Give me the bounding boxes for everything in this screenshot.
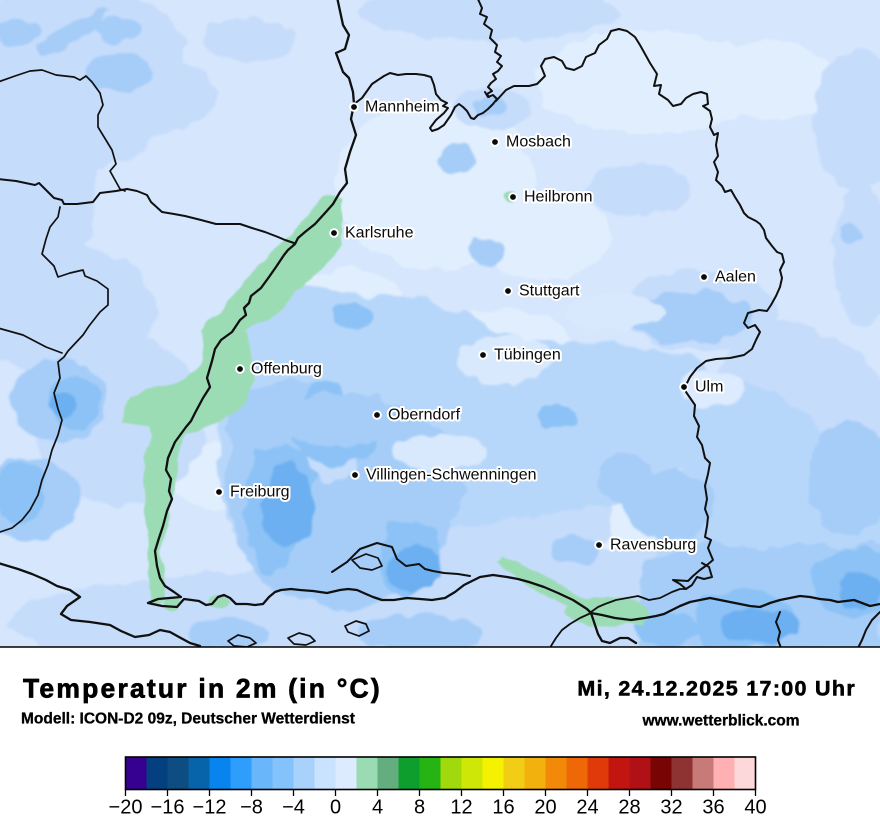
svg-text:Mannheim: Mannheim — [365, 99, 440, 116]
svg-text:Offenburg: Offenburg — [251, 361, 322, 378]
svg-text:Temperatur in 2m (in °C): Temperatur in 2m (in °C) — [23, 674, 382, 704]
svg-text:Aalen: Aalen — [715, 269, 756, 286]
svg-text:Ulm: Ulm — [695, 379, 723, 396]
svg-text:Mi, 24.12.2025 17:00 Uhr: Mi, 24.12.2025 17:00 Uhr — [577, 677, 856, 701]
svg-text:8: 8 — [414, 797, 425, 819]
svg-text:Mosbach: Mosbach — [506, 134, 571, 151]
svg-text:Freiburg: Freiburg — [230, 484, 290, 501]
svg-text:40: 40 — [744, 797, 766, 819]
svg-text:16: 16 — [492, 797, 514, 819]
svg-text:Oberndorf: Oberndorf — [388, 407, 461, 424]
svg-text:Modell: ICON-D2 09z, Deutscher: Modell: ICON-D2 09z, Deutscher Wetterdie… — [21, 711, 355, 728]
svg-text:0: 0 — [330, 797, 341, 819]
svg-text:Villingen-Schwenningen: Villingen-Schwenningen — [366, 467, 537, 484]
svg-text:Tübingen: Tübingen — [494, 347, 561, 364]
svg-text:−4: −4 — [282, 797, 305, 819]
svg-text:Karlsruhe: Karlsruhe — [345, 225, 414, 242]
svg-text:Ravensburg: Ravensburg — [610, 537, 696, 554]
svg-text:Heilbronn: Heilbronn — [524, 189, 592, 206]
svg-text:12: 12 — [450, 797, 472, 819]
svg-text:−12: −12 — [193, 797, 227, 819]
svg-text:www.wetterblick.com: www.wetterblick.com — [641, 713, 799, 730]
svg-text:32: 32 — [660, 797, 682, 819]
svg-text:4: 4 — [372, 797, 383, 819]
svg-text:−8: −8 — [240, 797, 263, 819]
svg-text:24: 24 — [576, 797, 598, 819]
svg-text:−20: −20 — [109, 797, 143, 819]
svg-text:−16: −16 — [151, 797, 185, 819]
svg-text:28: 28 — [618, 797, 640, 819]
svg-text:36: 36 — [702, 797, 724, 819]
svg-text:20: 20 — [534, 797, 556, 819]
svg-text:Stuttgart: Stuttgart — [519, 283, 580, 300]
